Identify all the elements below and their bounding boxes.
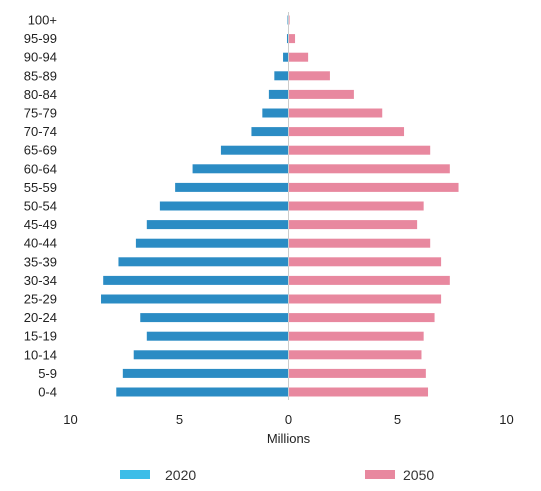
x-axis-tick-labels: 10 5 0 5 10 [63, 412, 513, 427]
bar-2050-0-4 [288, 387, 429, 397]
bar-2050-100+ [288, 15, 290, 25]
bar-2050-70-74 [288, 127, 405, 137]
age-label-15-19: 15-19 [24, 329, 57, 344]
bar-2050-40-44 [288, 238, 431, 248]
bar-2050-30-34 [288, 275, 450, 285]
age-label-40-44: 40-44 [24, 236, 57, 251]
legend[interactable]: 2020 2050 [120, 467, 434, 483]
bar-2020-75-79 [262, 108, 289, 118]
age-label-35-39: 35-39 [24, 254, 57, 269]
bar-2020-0-4 [116, 387, 289, 397]
bar-2020-10-14 [133, 350, 289, 360]
age-label-70-74: 70-74 [24, 124, 57, 139]
bar-2020-40-44 [135, 238, 289, 248]
legend-swatch-2020 [120, 470, 150, 479]
bar-2050-35-39 [288, 257, 442, 267]
bar-2050-75-79 [288, 108, 383, 118]
age-label-80-84: 80-84 [24, 87, 57, 102]
bar-2050-55-59 [288, 182, 459, 192]
bar-2050-10-14 [288, 350, 422, 360]
age-label-25-29: 25-29 [24, 292, 57, 307]
bar-2020-55-59 [175, 182, 289, 192]
series-2020-bars [101, 15, 289, 397]
x-tick--10: 10 [63, 412, 77, 427]
x-tick-10: 10 [499, 412, 513, 427]
age-label-30-34: 30-34 [24, 273, 57, 288]
bar-2020-65-69 [220, 145, 289, 155]
bar-2050-25-29 [288, 294, 442, 304]
bar-2020-15-19 [146, 331, 289, 341]
x-axis-title: Millions [267, 431, 311, 446]
bar-2020-90-94 [283, 52, 289, 62]
bar-2050-80-84 [288, 89, 354, 99]
x-tick-0: 0 [285, 412, 292, 427]
bar-2020-5-9 [122, 368, 289, 378]
series-2050-bars [288, 15, 459, 397]
bar-2050-15-19 [288, 331, 424, 341]
age-label-10-14: 10-14 [24, 347, 57, 362]
age-label-65-69: 65-69 [24, 143, 57, 158]
bar-2020-80-84 [268, 89, 289, 99]
age-label-20-24: 20-24 [24, 310, 57, 325]
bar-2020-45-49 [146, 220, 289, 230]
bar-2020-95-99 [286, 34, 289, 44]
bar-2020-70-74 [251, 127, 289, 137]
x-tick--5: 5 [176, 412, 183, 427]
age-label-55-59: 55-59 [24, 180, 57, 195]
age-label-50-54: 50-54 [24, 199, 57, 214]
bar-2020-25-29 [101, 294, 289, 304]
age-label-0-4: 0-4 [38, 385, 57, 400]
bar-2050-85-89 [288, 71, 330, 81]
bar-2020-60-64 [192, 164, 289, 174]
bar-2050-90-94 [288, 52, 309, 62]
age-group-labels: 0-4 5-9 10-14 15-19 20-24 25-29 30-34 35-39 40-4… [24, 13, 57, 400]
bar-2020-35-39 [118, 257, 289, 267]
age-label-95-99: 95-99 [24, 31, 57, 46]
bar-2020-20-24 [140, 313, 289, 323]
legend-label-2050: 2050 [403, 467, 434, 483]
age-label-75-79: 75-79 [24, 106, 57, 121]
age-label-45-49: 45-49 [24, 217, 57, 232]
bar-2050-5-9 [288, 368, 426, 378]
bar-2050-20-24 [288, 313, 435, 323]
x-tick-5: 5 [394, 412, 401, 427]
bar-2050-50-54 [288, 201, 424, 211]
bar-2050-65-69 [288, 145, 431, 155]
age-label-5-9: 5-9 [38, 366, 57, 381]
legend-label-2020: 2020 [165, 467, 196, 483]
legend-swatch-2050 [365, 470, 395, 479]
bar-2050-45-49 [288, 220, 418, 230]
bar-2050-95-99 [288, 34, 296, 44]
age-label-85-89: 85-89 [24, 68, 57, 83]
age-label-90-94: 90-94 [24, 50, 57, 65]
bar-2020-85-89 [274, 71, 289, 81]
bar-2050-60-64 [288, 164, 450, 174]
age-label-60-64: 60-64 [24, 161, 57, 176]
bar-2020-50-54 [159, 201, 289, 211]
bar-2020-30-34 [103, 275, 289, 285]
age-label-100+: 100+ [28, 13, 57, 28]
